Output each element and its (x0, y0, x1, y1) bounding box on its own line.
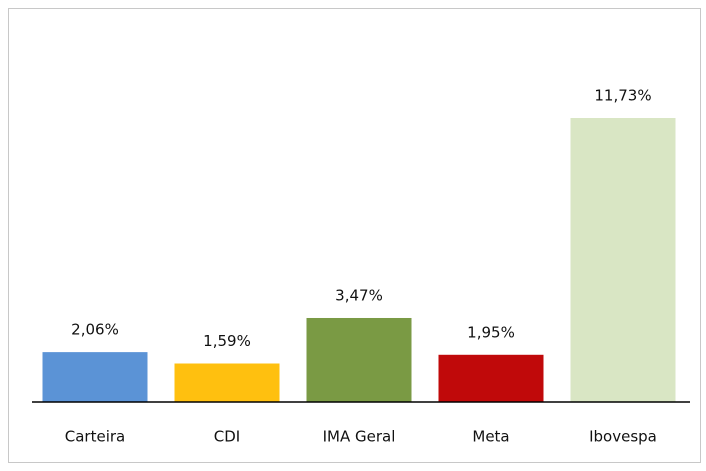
data-label: 3,47% (335, 286, 383, 304)
x-tick-label: Meta (472, 428, 509, 446)
data-label: 11,73% (594, 87, 651, 105)
bar (174, 363, 280, 402)
bar (42, 352, 148, 402)
data-label: 1,59% (203, 332, 251, 350)
bar (570, 118, 676, 402)
data-label: 2,06% (71, 321, 119, 339)
x-tick-label: Carteira (65, 428, 125, 446)
data-label: 1,95% (467, 323, 515, 341)
x-tick-label: CDI (214, 428, 240, 446)
x-tick-label: Ibovespa (589, 428, 657, 446)
bar (438, 354, 544, 402)
x-tick-label: IMA Geral (323, 428, 396, 446)
bar (306, 317, 412, 402)
